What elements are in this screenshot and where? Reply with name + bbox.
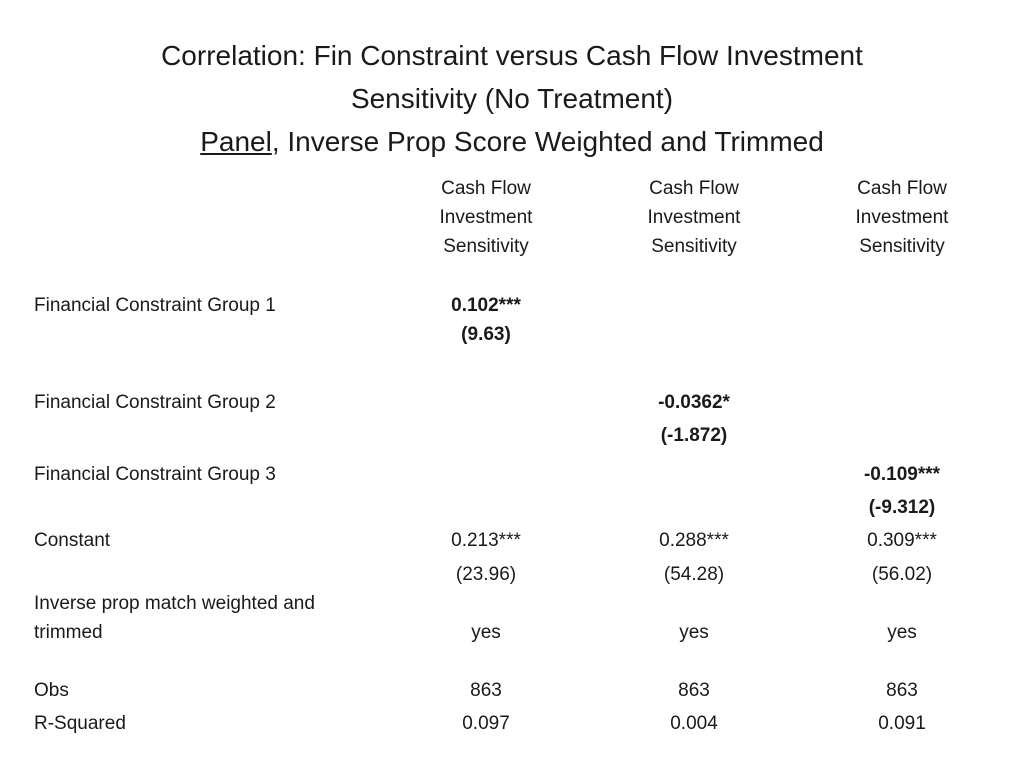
row-label-group-2: Financial Constraint Group 2 [34, 392, 276, 413]
constant-tstat-1: (23.96) [455, 564, 517, 585]
group-1-tstat: (9.63) [461, 324, 511, 345]
group-3-coefficient: -0.109*** [863, 464, 941, 485]
column-header-1: Cash Flow Investment Sensitivity [386, 174, 586, 261]
title-panel-word: Panel [200, 126, 272, 157]
title-line-3: Panel, Inverse Prop Score Weighted and T… [40, 120, 984, 163]
column-header-2-line-1: Cash Flow [649, 178, 739, 199]
column-header-3: Cash Flow Investment Sensitivity [802, 174, 1002, 261]
column-header-2: Cash Flow Investment Sensitivity [594, 174, 794, 261]
r-squared-value-2: 0.004 [670, 713, 718, 734]
constant-tstat-3: (56.02) [871, 564, 933, 585]
row-label-ipw-line-1: Inverse prop match weighted and [34, 593, 315, 614]
row-label-group-1: Financial Constraint Group 1 [34, 295, 276, 316]
constant-tstat-2: (54.28) [663, 564, 725, 585]
ipw-value-3: yes [887, 622, 917, 643]
constant-coefficient-1: 0.213*** [451, 530, 521, 551]
column-header-1-line-1: Cash Flow [441, 178, 531, 199]
r-squared-value-1: 0.097 [462, 713, 510, 734]
row-label-obs: Obs [34, 680, 69, 701]
column-header-3-line-1: Cash Flow [857, 178, 947, 199]
constant-coefficient-2: 0.288*** [659, 530, 729, 551]
column-header-1-line-3: Sensitivity [443, 236, 529, 257]
column-header-3-line-2: Investment [855, 207, 949, 228]
column-header-2-line-2: Investment [647, 207, 741, 228]
row-label-ipw-line-2: trimmed [34, 622, 103, 643]
obs-value-3: 863 [886, 680, 918, 701]
group-2-coefficient: -0.0362* [658, 392, 730, 413]
column-header-1-line-2: Investment [439, 207, 533, 228]
title-line-1: Correlation: Fin Constraint versus Cash … [161, 40, 863, 71]
obs-value-1: 863 [470, 680, 502, 701]
title-line-2: Sensitivity (No Treatment) [350, 83, 674, 114]
title-line-3-rest: , Inverse Prop Score Weighted and Trimme… [271, 126, 824, 157]
row-label-group-3: Financial Constraint Group 3 [34, 464, 276, 485]
group-3-tstat: (-9.312) [868, 497, 936, 518]
group-1-coefficient: 0.102*** [451, 295, 521, 316]
column-header-3-line-3: Sensitivity [859, 236, 945, 257]
r-squared-value-3: 0.091 [878, 713, 926, 734]
constant-coefficient-3: 0.309*** [867, 530, 937, 551]
ipw-value-2: yes [679, 622, 709, 643]
group-2-tstat: (-1.872) [660, 425, 728, 446]
ipw-value-1: yes [471, 622, 501, 643]
column-header-2-line-3: Sensitivity [651, 236, 737, 257]
slide-title: Correlation: Fin Constraint versus Cash … [40, 34, 984, 163]
row-label-r-squared: R-Squared [34, 713, 126, 734]
row-label-constant: Constant [34, 530, 111, 551]
obs-value-2: 863 [678, 680, 710, 701]
